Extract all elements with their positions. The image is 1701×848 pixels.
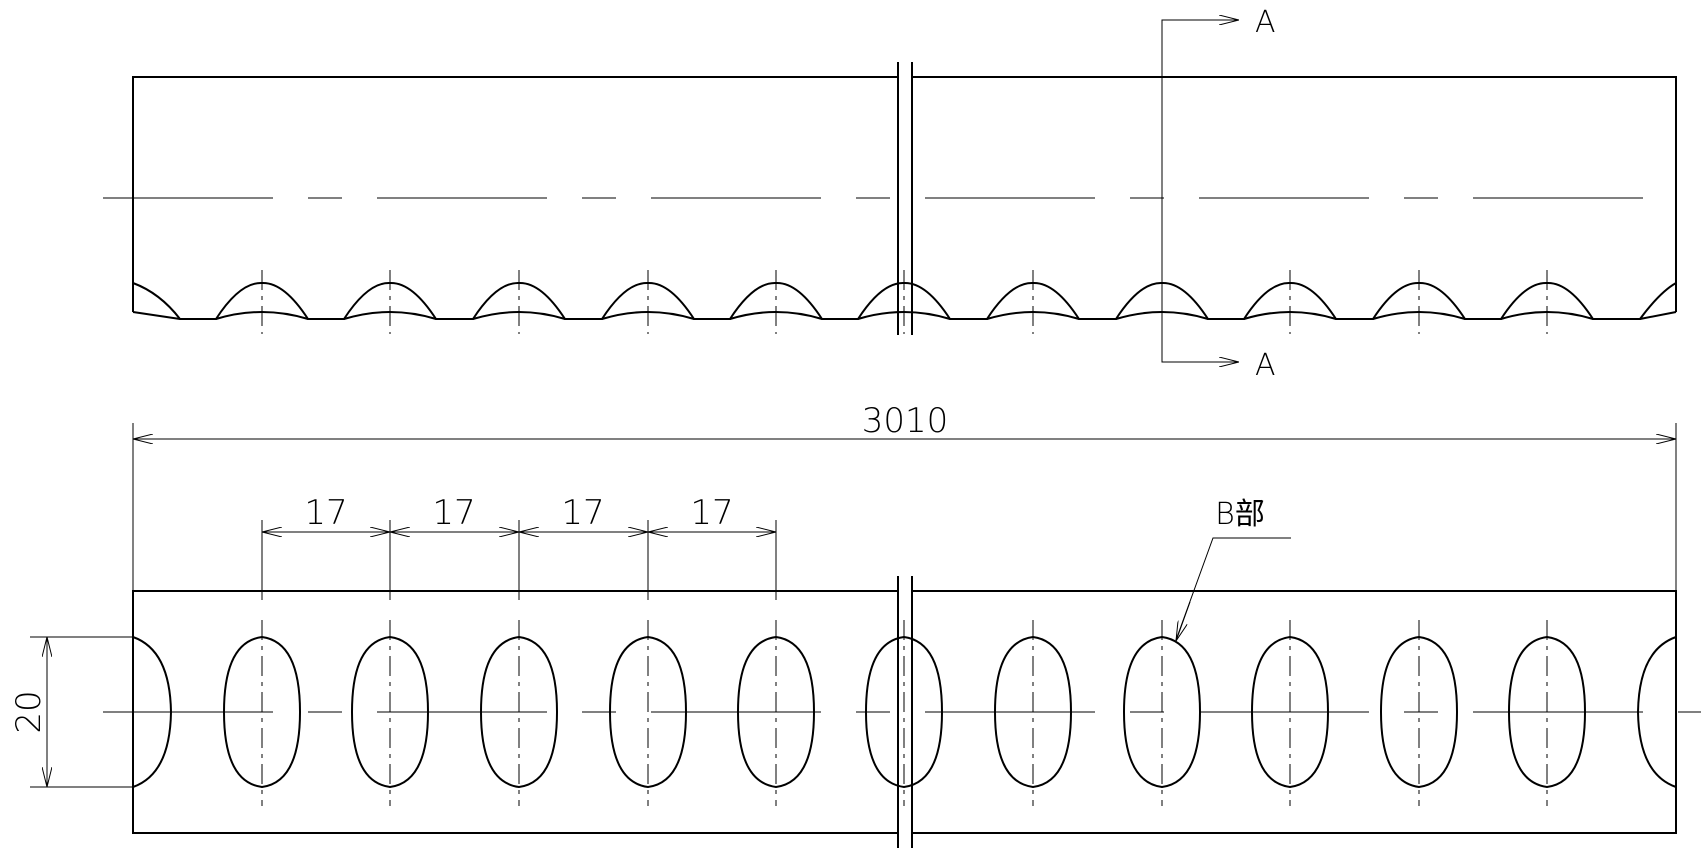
side-view-outline-right: [913, 76, 1677, 312]
detail-b-callout: B部: [1176, 497, 1291, 641]
pitch-dimensions: 17 17 17 17: [261, 493, 777, 600]
side-view-cutouts: [132, 270, 1677, 334]
overall-length-label: 3010: [862, 401, 949, 441]
section-line-a: [1161, 19, 1239, 363]
pitch-label-4: 17: [690, 493, 733, 533]
pitch-label-3: 17: [561, 493, 604, 533]
detail-b-label: B部: [1215, 497, 1265, 532]
height-label: 20: [9, 690, 49, 733]
pitch-label-2: 17: [432, 493, 475, 533]
hole: [608, 635, 688, 789]
overall-dimension: 3010: [132, 401, 1677, 590]
section-label-bottom: A: [1255, 348, 1276, 383]
side-view: A A: [103, 5, 1677, 383]
hole-half-right: [1636, 636, 1677, 788]
hole-half-left: [132, 636, 173, 788]
hole: [1250, 635, 1330, 789]
hole: [736, 635, 816, 789]
hole: [1379, 635, 1459, 789]
hole: [479, 635, 559, 789]
height-dimension: 20: [9, 636, 133, 788]
hole: [993, 635, 1073, 789]
detail-b-leader: [1175, 537, 1291, 641]
plan-view: [103, 576, 1701, 848]
section-label-top: A: [1255, 5, 1276, 40]
hole: [350, 635, 430, 789]
hole: [1122, 635, 1202, 789]
hole: [864, 635, 944, 789]
side-view-outline-left: [132, 76, 898, 312]
plan-view-outline-right: [913, 590, 1677, 834]
hole: [222, 635, 302, 789]
plan-view-holes: [132, 620, 1677, 806]
hole: [1507, 635, 1587, 789]
pitch-label-1: 17: [304, 493, 347, 533]
